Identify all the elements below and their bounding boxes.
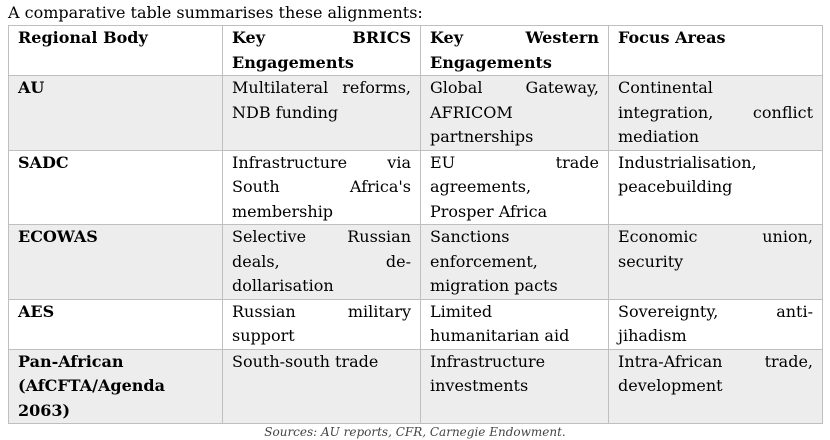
table-cell: Russian military support: [222, 298, 421, 350]
row-header-cell: Pan-African (AfCFTA/Agenda 2063): [8, 348, 223, 424]
table-cell: Infrastructure investments: [420, 348, 609, 424]
caption: Sources: AU reports, CFR, Carnegie Endow…: [264, 425, 566, 439]
table-body: AU Multilateral reforms, NDB funding Globa…: [8, 75, 823, 424]
row-header-cell: AU: [8, 75, 223, 151]
column-header: Key BRICS Engagements: [222, 25, 421, 76]
table-row: AES Russian military support Limited human…: [8, 298, 823, 350]
header-row: Regional Body Key BRICS Engagements Key We…: [8, 25, 823, 76]
table-cell: Sanctions enforcement, migration pacts: [420, 224, 609, 300]
table-cell: Limited humanitarian aid: [420, 298, 609, 350]
column-header: Focus Areas: [608, 25, 823, 76]
row-header-cell: SADC: [8, 149, 223, 225]
table-row: ECOWAS Selective Russian deals, de-dollar…: [8, 224, 823, 300]
table-cell: EU trade agreements, Prosper Africa: [420, 149, 609, 225]
table-cell: Economic union, security: [608, 224, 823, 300]
intro-text: A comparative table summarises these ali…: [8, 3, 423, 22]
table-cell: Continental integration, conflict mediat…: [608, 75, 823, 151]
table-cell: South-south trade: [222, 348, 421, 424]
table-cell: Global Gateway, AFRICOM partnerships: [420, 75, 609, 151]
column-header: Regional Body: [8, 25, 223, 76]
table-cell: Infrastructure via South Africa's member…: [222, 149, 421, 225]
table-row: AU Multilateral reforms, NDB funding Globa…: [8, 75, 823, 151]
comparison-table: Regional Body Key BRICS Engagements Key We…: [8, 25, 823, 424]
table-row: Pan-African (AfCFTA/Agenda 2063) South-so…: [8, 348, 823, 424]
row-header-cell: AES: [8, 298, 223, 350]
table-cell: Sovereignty, anti-jihadism: [608, 298, 823, 350]
table-cell: Selective Russian deals, de-dollarisatio…: [222, 224, 421, 300]
column-header: Key Western Engagements: [420, 25, 609, 76]
table-cell: Industrialisation, peacebuilding: [608, 149, 823, 225]
table-row: SADC Infrastructure via South Africa's me…: [8, 149, 823, 225]
row-header-cell: ECOWAS: [8, 224, 223, 300]
table-cell: Multilateral reforms, NDB funding: [222, 75, 421, 151]
table-cell: Intra-African trade, development: [608, 348, 823, 424]
